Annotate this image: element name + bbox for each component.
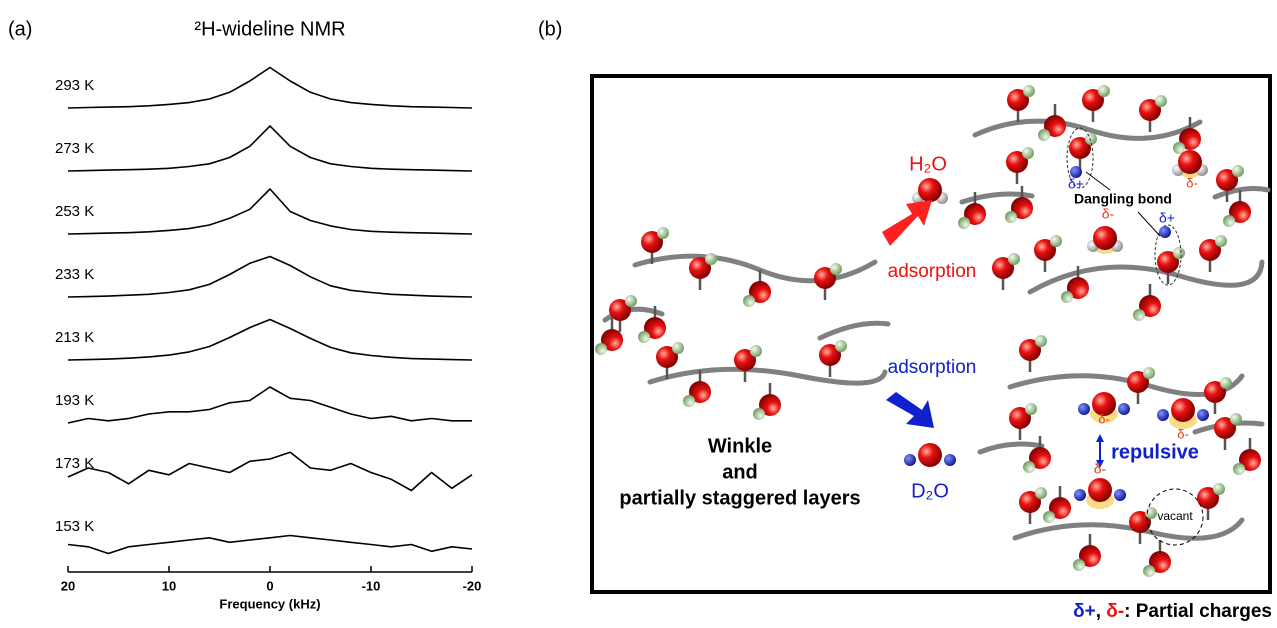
dangling-bond-label: Dangling bond bbox=[1074, 191, 1172, 207]
panel-label: (b) bbox=[538, 18, 562, 40]
layer bbox=[977, 441, 1045, 455]
delta-minus: δ- bbox=[1177, 426, 1189, 441]
series-label: 153 K bbox=[55, 518, 94, 535]
spectrum bbox=[67, 125, 473, 172]
x-axis-label: Frequency (kHz) bbox=[219, 596, 320, 611]
h2o-label: H₂O bbox=[909, 153, 947, 175]
spectrum bbox=[67, 386, 472, 424]
series-label: 273 K bbox=[55, 140, 94, 157]
x-tick-label: 0 bbox=[266, 578, 273, 593]
pointer bbox=[1085, 171, 1111, 191]
layer bbox=[959, 191, 1035, 205]
dangling-bond-outline bbox=[1154, 224, 1182, 286]
x-tick-label: 20 bbox=[61, 578, 75, 593]
series-label: 253 K bbox=[55, 203, 94, 220]
footer: δ+, δ-: Partial charges bbox=[1073, 601, 1272, 622]
spectrum bbox=[67, 451, 473, 492]
chart-title: ²H-wideline NMR bbox=[194, 18, 345, 40]
series-label: 193 K bbox=[55, 392, 94, 409]
adsorption-arrow bbox=[882, 200, 932, 246]
panel-label: (a) bbox=[8, 18, 32, 40]
adsorption-label: adsorption bbox=[888, 261, 977, 282]
diagram-frame bbox=[590, 74, 1272, 594]
spectrum bbox=[67, 255, 473, 298]
x-tick-label: -10 bbox=[362, 578, 381, 593]
repulsion-arrow-head bbox=[1096, 434, 1104, 442]
layers bbox=[602, 118, 1271, 541]
layer bbox=[1212, 186, 1271, 200]
x-tick-label: 10 bbox=[162, 578, 176, 593]
delta-plus: δ+ bbox=[1068, 176, 1084, 192]
adsorption-label: adsorption bbox=[888, 357, 977, 378]
spectrum bbox=[67, 318, 473, 361]
spectrum bbox=[67, 534, 473, 555]
layer bbox=[1027, 259, 1265, 295]
layer bbox=[602, 306, 665, 323]
footer-plus: δ+ bbox=[1073, 601, 1096, 622]
dangling-bond-outline bbox=[1066, 127, 1094, 189]
caption-line: partially staggered layers bbox=[619, 487, 860, 509]
vacant-label: vacant bbox=[1157, 509, 1193, 523]
adsorption-arrow bbox=[886, 392, 934, 428]
x-tick-label: -20 bbox=[463, 578, 482, 593]
repulsive-label: repulsive bbox=[1111, 441, 1199, 463]
series-label: 173 K bbox=[55, 455, 94, 472]
series-label: 213 K bbox=[55, 329, 94, 346]
plot-area: 20 10 0 -10 -20 293 K 273 K 253 K 233 K 213 K 193 … bbox=[55, 66, 482, 593]
series-label: 293 K bbox=[55, 77, 94, 94]
delta-minus: δ- bbox=[1186, 175, 1198, 190]
repulsion-arrow-head bbox=[1096, 460, 1104, 468]
layer bbox=[972, 118, 1203, 141]
d2o-label: D₂O bbox=[911, 480, 949, 502]
footer-sep: , bbox=[1096, 601, 1107, 622]
delta-plus: δ+ bbox=[1159, 210, 1175, 226]
series-label: 233 K bbox=[55, 266, 94, 283]
spectrum bbox=[67, 188, 473, 235]
delta-minus: δ- bbox=[1094, 461, 1107, 477]
dangling-h bbox=[1070, 166, 1082, 178]
footer-minus: δ- bbox=[1106, 601, 1124, 622]
footer-text: : Partial charges bbox=[1124, 601, 1272, 622]
delta-minus: δ- bbox=[1102, 206, 1115, 222]
spectrum bbox=[67, 66, 473, 109]
vacant-site bbox=[1146, 488, 1204, 546]
layer bbox=[817, 320, 891, 341]
caption-line: Winkle bbox=[708, 435, 772, 457]
layer bbox=[1012, 517, 1245, 541]
delta-minus: δ- bbox=[1098, 411, 1110, 426]
caption-line: and bbox=[722, 461, 758, 483]
dangling-h bbox=[1159, 226, 1171, 238]
pointer bbox=[1137, 211, 1161, 237]
layer bbox=[647, 366, 888, 386]
